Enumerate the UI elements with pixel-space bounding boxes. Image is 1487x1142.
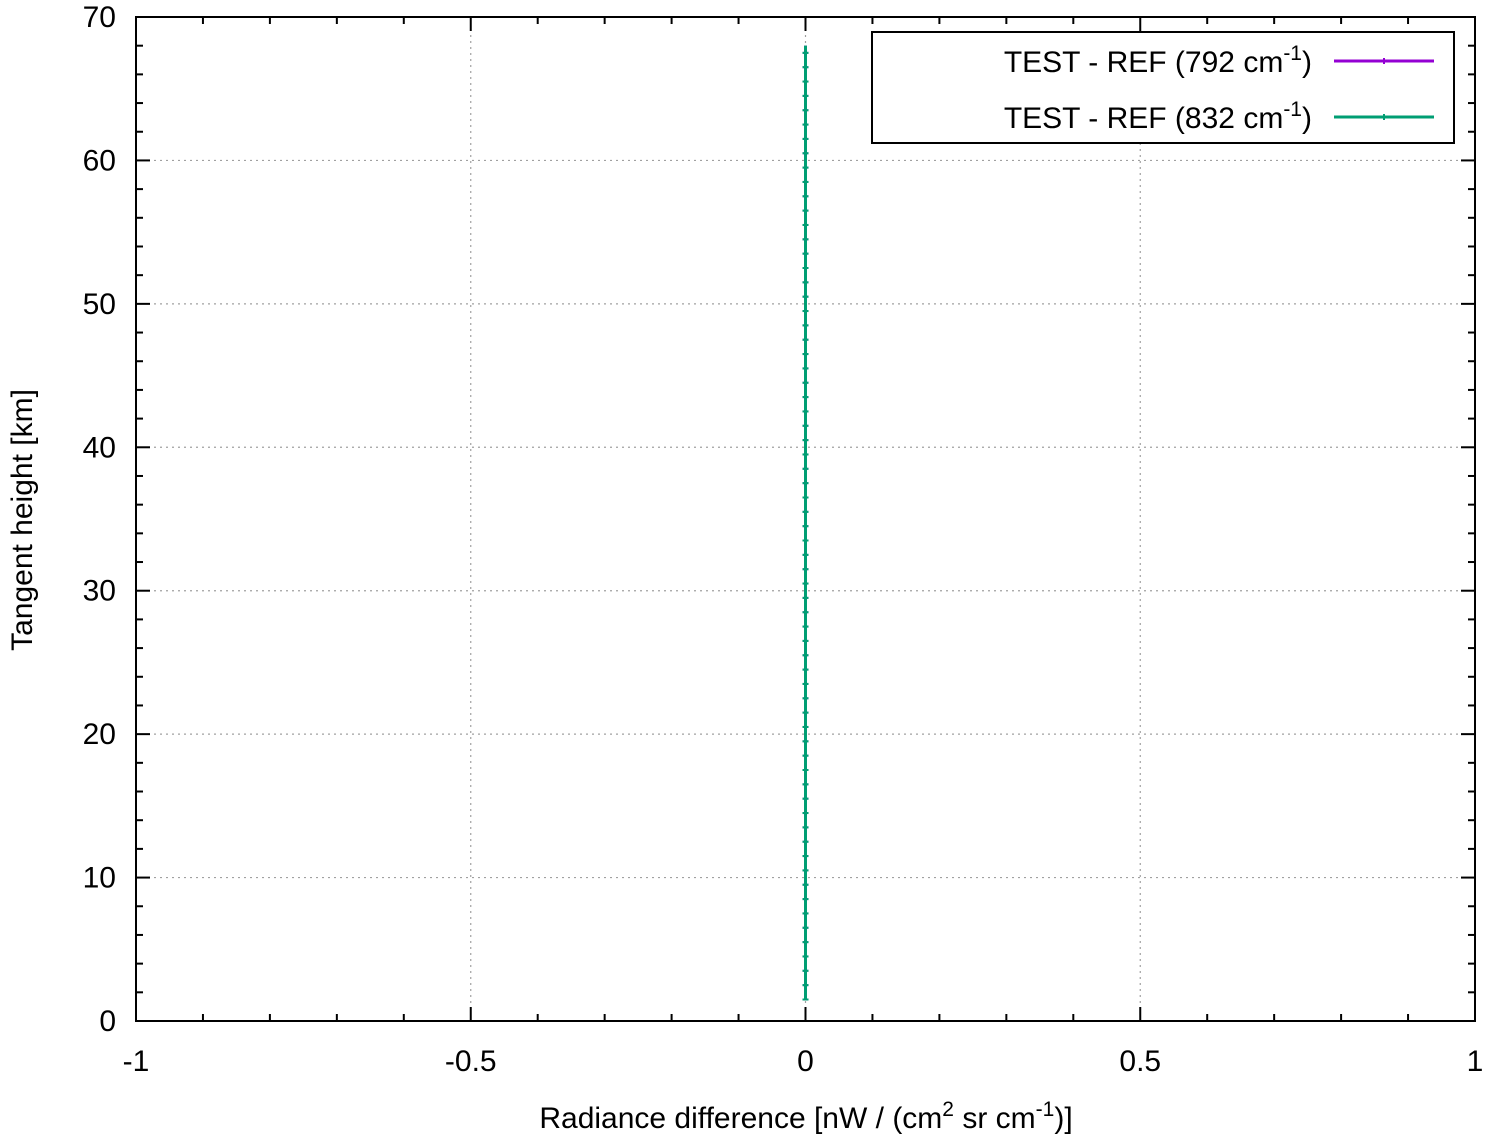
- x-axis-tick-labels: -1 -0.5 0 0.5 1: [123, 1045, 1484, 1078]
- plot-area: [802, 45, 809, 1001]
- x-tick-label: -1: [123, 1045, 150, 1078]
- y-tick-label: 70: [83, 1, 116, 34]
- y-tick-label: 0: [99, 1005, 116, 1038]
- legend-label-1: TEST - REF (792 cm-1): [1004, 42, 1312, 79]
- grid: [136, 17, 1475, 1021]
- y-tick-label: 60: [83, 144, 116, 177]
- axis-ticks: [135, 16, 1476, 1022]
- y-tick-label: 40: [83, 431, 116, 464]
- legend-label-2: TEST - REF (832 cm-1): [1004, 98, 1312, 135]
- x-tick-label: -0.5: [445, 1045, 497, 1078]
- x-tick-label: 0: [797, 1045, 814, 1078]
- y-tick-label: 50: [83, 288, 116, 321]
- x-tick-label: 0.5: [1119, 1045, 1161, 1078]
- legend-box: [871, 31, 1455, 144]
- x-axis-label: Radiance difference [nW / (cm2 sr cm-1)]: [539, 1098, 1072, 1135]
- y-axis-label: Tangent height [km]: [6, 389, 39, 651]
- y-tick-label: 20: [83, 718, 116, 751]
- legend: TEST - REF (792 cm-1) TEST - REF (832 cm-…: [871, 31, 1455, 144]
- y-tick-label: 10: [83, 862, 116, 895]
- y-axis-tick-labels: 0 10 20 30 40 50 60 70: [83, 1, 116, 1038]
- x-tick-label: 1: [1467, 1045, 1484, 1078]
- y-tick-label: 30: [83, 575, 116, 608]
